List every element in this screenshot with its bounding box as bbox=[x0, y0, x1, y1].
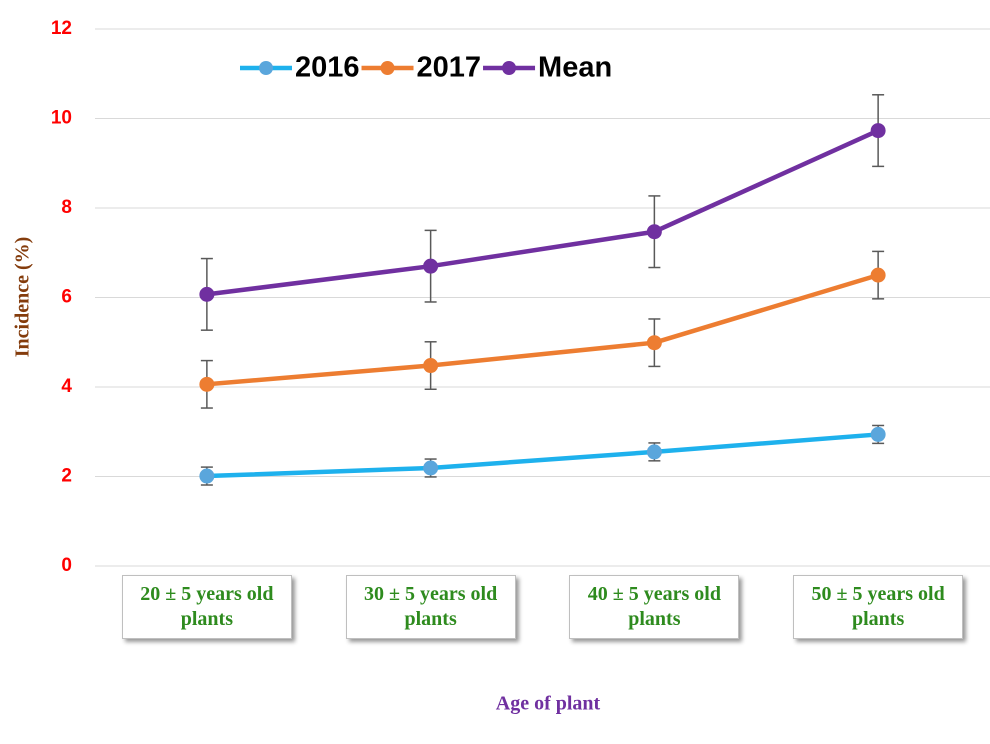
x-tick-label: 50 ± 5 years old plants bbox=[793, 575, 964, 639]
y-tick-label: 4 bbox=[61, 376, 72, 397]
legend-marker bbox=[380, 61, 395, 75]
point bbox=[423, 460, 439, 476]
x-tick-label: 30 ± 5 years old plants bbox=[345, 575, 516, 639]
x-tick-label: 40 ± 5 years old plants bbox=[569, 575, 740, 639]
point bbox=[199, 286, 215, 302]
legend-label: 2016 bbox=[295, 52, 360, 84]
point bbox=[199, 376, 215, 392]
legend-label: 2017 bbox=[417, 52, 482, 84]
point bbox=[423, 358, 439, 374]
series-line bbox=[206, 432, 879, 479]
point bbox=[423, 258, 439, 274]
point bbox=[646, 444, 662, 460]
series-line bbox=[206, 272, 879, 387]
y-tick-label: 10 bbox=[51, 108, 72, 129]
x-tick-label: 20 ± 5 years old plants bbox=[121, 575, 292, 639]
point bbox=[199, 468, 215, 484]
legend-marker bbox=[259, 61, 273, 75]
y-tick-label: 8 bbox=[61, 197, 72, 218]
point bbox=[646, 335, 662, 351]
point bbox=[870, 267, 886, 283]
y-tick-label: 0 bbox=[61, 555, 72, 576]
y-axis-label: Incidence (%) bbox=[12, 237, 34, 358]
point bbox=[870, 123, 886, 139]
point bbox=[870, 426, 886, 442]
series-line bbox=[206, 128, 880, 297]
x-axis-label: Age of plant bbox=[496, 693, 601, 715]
y-tick-label: 2 bbox=[61, 466, 72, 487]
point bbox=[646, 224, 662, 240]
y-tick-label: 6 bbox=[61, 287, 72, 308]
legend-marker bbox=[502, 61, 517, 75]
y-tick-label: 12 bbox=[51, 18, 72, 39]
legend-label: Mean bbox=[538, 52, 612, 84]
